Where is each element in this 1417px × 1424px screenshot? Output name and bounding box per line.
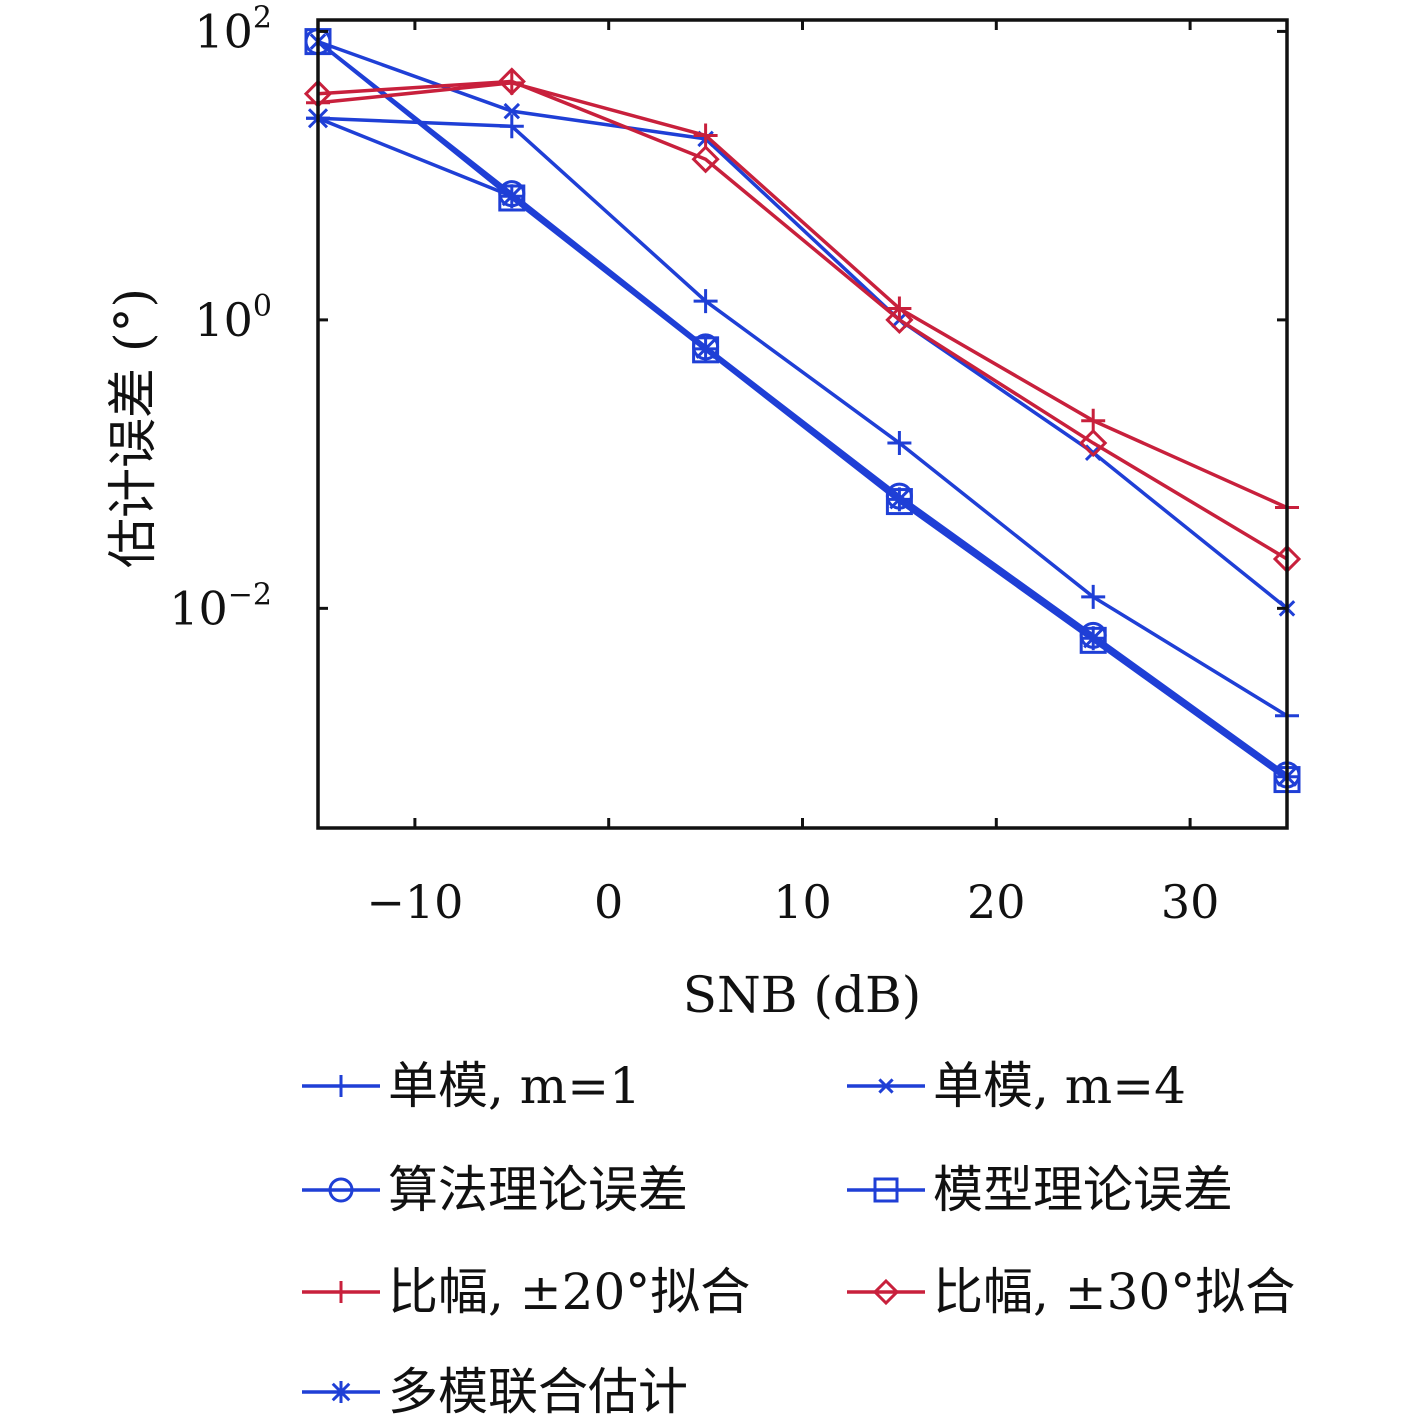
marker-plus (887, 431, 912, 456)
legend-item: 多模联合估计 (302, 1363, 688, 1421)
legend-item: 单模, m=1 (302, 1057, 641, 1115)
marker-star (693, 336, 718, 361)
marker-x (503, 102, 521, 120)
x-tick-label: 10 (773, 875, 832, 929)
legend-label: 单模, m=4 (933, 1057, 1186, 1115)
x-axis-label: SNB (dB) (683, 966, 921, 1024)
legend-item: 单模, m=4 (847, 1057, 1186, 1115)
marker-plus (693, 289, 718, 314)
series-line (317, 81, 1288, 510)
y-tick-label: 102 (194, 0, 272, 58)
legend-label: 模型理论误差 (933, 1161, 1233, 1219)
legend-label: 比幅, ±20°拟合 (388, 1263, 750, 1321)
legend-item: 比幅, ±30°拟合 (847, 1263, 1295, 1321)
marker-plus (693, 123, 718, 148)
series-line (316, 40, 1289, 777)
series-layer (303, 28, 1302, 794)
y-tick-label: 10−2 (169, 577, 272, 635)
marker-star (330, 1381, 352, 1403)
marker-plus (1081, 584, 1106, 609)
marker-circle (328, 1177, 354, 1203)
legend-label: 比幅, ±30°拟合 (933, 1263, 1295, 1321)
marker-star (887, 487, 912, 512)
x-tick-label: 20 (967, 875, 1026, 929)
marker-diamond (885, 305, 914, 335)
axes-layer: −10 0 10 20 30 102 100 10−2 (169, 0, 1289, 929)
marker-square (873, 1177, 899, 1203)
marker-plus (330, 1281, 352, 1303)
y-axis-label: 估计误差 (°) (104, 288, 162, 568)
marker-plus (330, 1075, 352, 1097)
marker-diamond (872, 1278, 900, 1306)
series-line (317, 116, 1288, 718)
marker-x (878, 1078, 894, 1094)
plot-frame (316, 18, 1289, 830)
marker-star (499, 184, 524, 209)
x-tick-label: −10 (366, 875, 463, 929)
series-line (317, 39, 1289, 610)
marker-star (1081, 626, 1106, 651)
legend-label: 算法理论误差 (388, 1161, 688, 1219)
x-tick-label: 30 (1161, 875, 1220, 929)
marker-plus (499, 114, 524, 139)
legend-label: 多模联合估计 (388, 1363, 688, 1421)
legend-item: 比幅, ±20°拟合 (302, 1263, 750, 1321)
series-line (317, 79, 1288, 561)
marker-plus (1081, 408, 1106, 433)
y-tick-label: 100 (194, 289, 272, 347)
series-line (317, 116, 1289, 779)
x-tick-label: 0 (594, 875, 623, 929)
marker-diamond (497, 67, 526, 96)
series-6 (303, 67, 1302, 574)
marker-diamond (691, 145, 720, 174)
marker-diamond (1079, 428, 1108, 458)
legend-item: 算法理论误差 (302, 1161, 688, 1219)
legend-label: 单模, m=1 (388, 1057, 641, 1115)
legend-item: 模型理论误差 (847, 1161, 1233, 1219)
